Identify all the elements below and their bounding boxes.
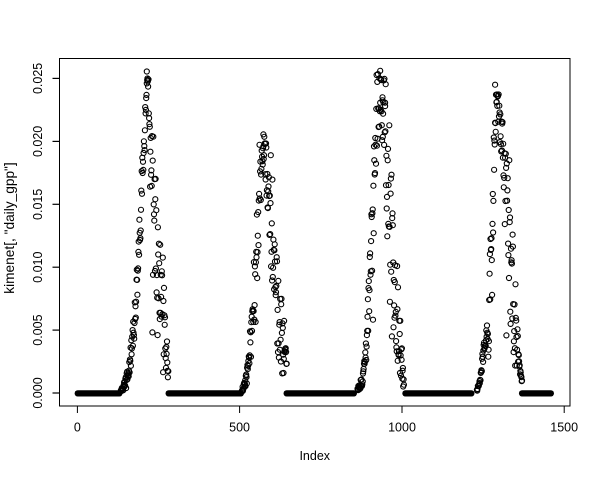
svg-text:1500: 1500 bbox=[550, 421, 578, 435]
svg-text:Index: Index bbox=[299, 449, 330, 463]
svg-text:0.025: 0.025 bbox=[31, 63, 45, 94]
svg-text:0.015: 0.015 bbox=[31, 189, 45, 220]
svg-text:0.000: 0.000 bbox=[31, 377, 45, 408]
svg-text:0.020: 0.020 bbox=[31, 126, 45, 157]
svg-text:500: 500 bbox=[229, 421, 250, 435]
svg-text:0.010: 0.010 bbox=[31, 252, 45, 283]
svg-text:1000: 1000 bbox=[388, 421, 416, 435]
svg-text:kimenet[, "daily_gpp"]: kimenet[, "daily_gpp"] bbox=[2, 162, 17, 293]
svg-text:0.005: 0.005 bbox=[31, 314, 45, 345]
svg-text:0: 0 bbox=[74, 421, 81, 435]
